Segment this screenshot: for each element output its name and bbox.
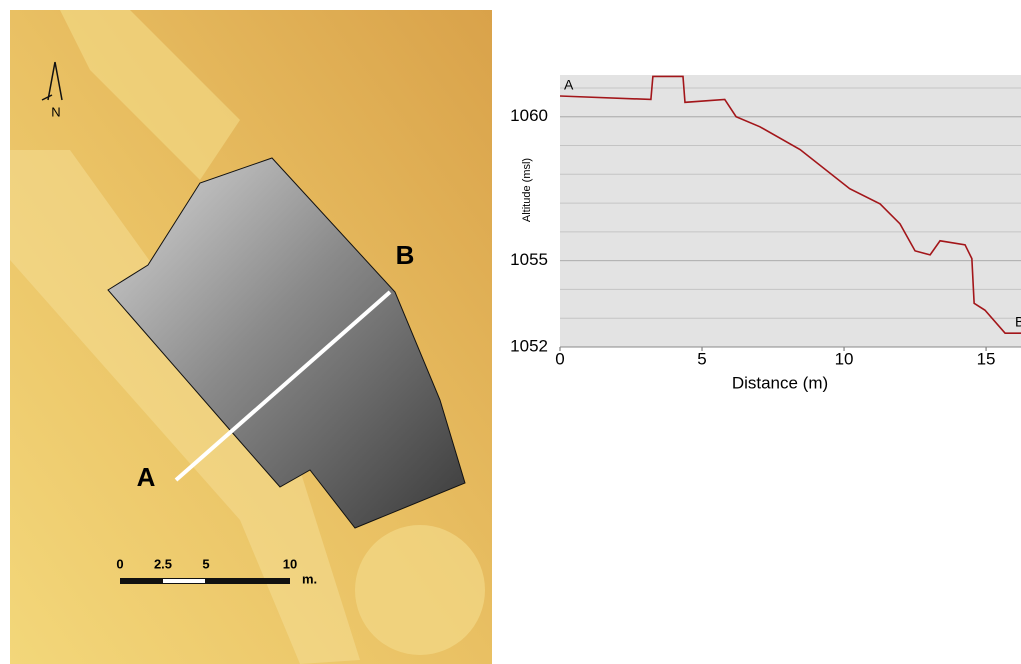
- north-label: N: [51, 104, 60, 119]
- y-tick-label: 1060: [510, 106, 548, 125]
- x-axis-title: Distance (m): [732, 373, 828, 392]
- x-tick-label: 5: [697, 349, 706, 368]
- scale-label: 0: [116, 556, 123, 571]
- end-label: B: [1015, 314, 1021, 330]
- point-label: A: [137, 462, 156, 492]
- scale-unit: m.: [302, 571, 317, 586]
- chart: Altitude (msl) Distance (m) 1052 1055 1060…: [510, 75, 1021, 392]
- scale-label: 5: [202, 556, 209, 571]
- point-label: B: [396, 240, 415, 270]
- scale-label: 2.5: [154, 556, 172, 571]
- figure: A B N 0 2.5 5 10 m. Altitude (msl) Dista…: [0, 0, 1021, 664]
- plot-area: [560, 75, 1021, 347]
- structure: [355, 525, 485, 655]
- scale-label: 10: [283, 556, 297, 571]
- y-tick-label: 1055: [510, 250, 548, 269]
- x-tick-label: 0: [555, 349, 564, 368]
- x-tick-label: 15: [977, 349, 996, 368]
- scale-bar: [163, 579, 205, 583]
- y-tick-label: 1052: [510, 336, 548, 355]
- y-axis-title: Altitude (msl): [521, 158, 533, 222]
- x-tick-label: 10: [835, 349, 854, 368]
- map: A B N 0 2.5 5 10 m.: [10, 10, 492, 664]
- start-label: A: [564, 77, 574, 93]
